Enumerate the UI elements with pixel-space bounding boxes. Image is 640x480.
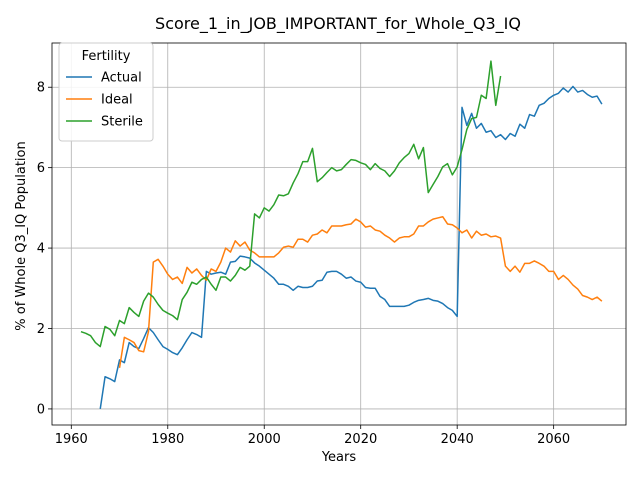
x-tick-label: 2000 xyxy=(248,432,281,447)
legend-title: Fertility xyxy=(82,49,131,64)
legend: Fertility Actual Ideal Sterile xyxy=(58,42,154,142)
series-line-actual xyxy=(99,85,603,410)
x-tick-label: 2020 xyxy=(344,432,377,447)
series-lines xyxy=(80,60,603,410)
legend-box xyxy=(58,42,154,142)
y-tick-label: 2 xyxy=(37,322,45,337)
y-axis-title: % of Whole Q3_IQ Population xyxy=(14,141,29,330)
x-tick-label: 2060 xyxy=(537,432,570,447)
legend-label-actual: Actual xyxy=(101,71,142,86)
legend-label-ideal: Ideal xyxy=(101,93,133,108)
series-line-ideal xyxy=(118,215,603,369)
legend-label-sterile: Sterile xyxy=(101,115,143,130)
x-tick-label: 1980 xyxy=(151,432,184,447)
y-tick-label: 6 xyxy=(37,161,45,176)
x-axis-title: Years xyxy=(321,450,357,465)
x-tick-label: 2040 xyxy=(441,432,474,447)
axis-ticks: 1960 1980 2000 2020 2040 2060 0 2 4 6 8 xyxy=(37,81,570,447)
series-line-sterile xyxy=(80,60,502,348)
y-tick-label: 4 xyxy=(37,242,45,257)
y-tick-label: 8 xyxy=(37,81,45,96)
x-tick-label: 1960 xyxy=(55,432,88,447)
plot-frame xyxy=(51,42,627,426)
y-tick-label: 0 xyxy=(37,402,45,417)
chart-title: Score_1_in_JOB_IMPORTANT_for_Whole_Q3_IQ xyxy=(155,14,521,34)
